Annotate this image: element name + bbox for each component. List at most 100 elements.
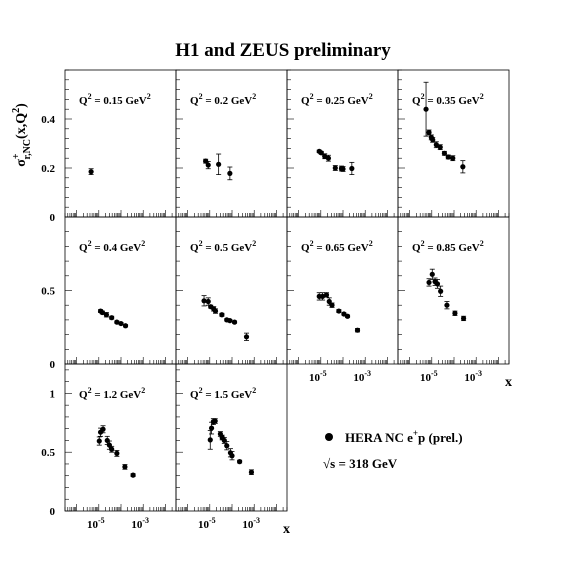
data-point [205,297,211,306]
point-marker [96,438,102,444]
data-point [423,81,429,137]
point-marker [212,308,219,314]
point-marker [221,437,227,444]
data-point [212,308,219,314]
x-axis-label: x [283,522,290,537]
point-marker [433,142,439,148]
panel-0.4: 0 0.5 Q2 = 0.4 GeV2 [41,216,177,371]
x-axis-ticks [175,216,288,365]
data-point [109,445,115,453]
data-point [229,451,235,461]
point-marker [329,302,335,308]
point-marker [344,313,351,319]
q2-label: Q2 = 0.15 GeV2 [79,92,151,107]
data-point [114,450,120,457]
data-point [460,160,466,174]
data-point [103,312,110,318]
point-marker [216,161,222,167]
panel-grid: 0 0.2 0.4 Q2 = 0.15 GeV2 Q2 = 0.2 GeV2 Q2 = 0… [41,69,512,537]
point-marker [99,309,105,316]
point-marker [114,450,120,456]
y-tick-label: 0.5 [41,286,55,298]
point-marker [438,288,444,294]
legend: HERA NC e+p (prel.) √s = 318 GeV [323,428,463,471]
data-point [332,165,338,171]
point-marker [460,164,466,170]
y-tick-label: 0.5 [41,447,55,459]
point-marker [430,137,436,143]
point-marker [444,302,450,308]
point-marker [445,154,451,160]
point-marker [426,279,432,286]
data-point [216,153,222,176]
point-marker [100,426,106,432]
data-point [122,323,129,329]
chart-title: H1 and ZEUS preliminary [175,40,391,61]
data-point [88,168,94,176]
panel-frame [397,69,510,218]
data-point [444,301,450,310]
point-marker [437,144,443,150]
point-marker [229,453,235,459]
data-point [100,425,106,434]
data-point [437,144,443,151]
panel-0.25: Q2 = 0.25 GeV2 [286,69,399,218]
q2-label: Q2 = 0.65 GeV2 [301,239,373,254]
point-marker [340,166,346,172]
x-tick-label: 10-3 [131,516,149,531]
y-tick-label: 1 [50,388,56,400]
point-marker [426,129,432,136]
x-tick-label: 10-5 [420,369,438,384]
data-point [248,469,255,475]
point-marker [237,459,243,465]
data-point [441,150,448,156]
point-marker [434,281,441,287]
data-point [130,472,136,478]
data-point [336,308,342,314]
point-marker [122,323,129,329]
data-point [227,318,233,324]
point-marker [118,320,124,327]
x-axis-ticks [397,69,510,218]
x-tick-label: 10-3 [242,516,260,531]
data-point [227,166,233,181]
point-marker [354,327,361,333]
data-point [205,160,211,170]
panel-frame [64,69,177,218]
data-point [460,315,467,322]
data-point [203,158,209,164]
point-marker [243,334,250,340]
legend-energy: √s = 318 GeV [323,456,398,471]
data-point [325,154,332,162]
point-marker [323,292,330,298]
data-point [323,292,330,298]
point-marker [460,315,467,322]
x-axis-ticks [286,216,399,365]
x-tick-label: 10-5 [87,516,105,531]
point-marker [227,170,233,176]
panel-frame [175,69,288,218]
x-axis-ticks [286,69,399,218]
q2-label: Q2 = 0.5 GeV2 [190,239,256,254]
panel-frame [64,216,177,365]
data-point [237,459,243,465]
data-point [96,436,102,446]
point-marker [203,158,209,164]
point-marker [450,155,456,161]
data-point [450,155,456,162]
q2-label: Q2 = 1.5 GeV2 [190,386,256,401]
panel-frame [64,363,177,512]
data-point [243,332,250,341]
point-marker [201,298,207,304]
y-axis-label-sigma: σ [14,159,29,167]
data-point [340,166,346,172]
y-tick-label: 0.2 [41,163,55,175]
data-point [118,320,124,327]
q2-label: Q2 = 0.2 GeV2 [190,92,256,107]
point-marker [224,443,230,449]
point-marker [227,318,233,324]
point-marker [332,165,338,171]
point-marker [231,319,238,325]
point-marker [441,150,448,156]
